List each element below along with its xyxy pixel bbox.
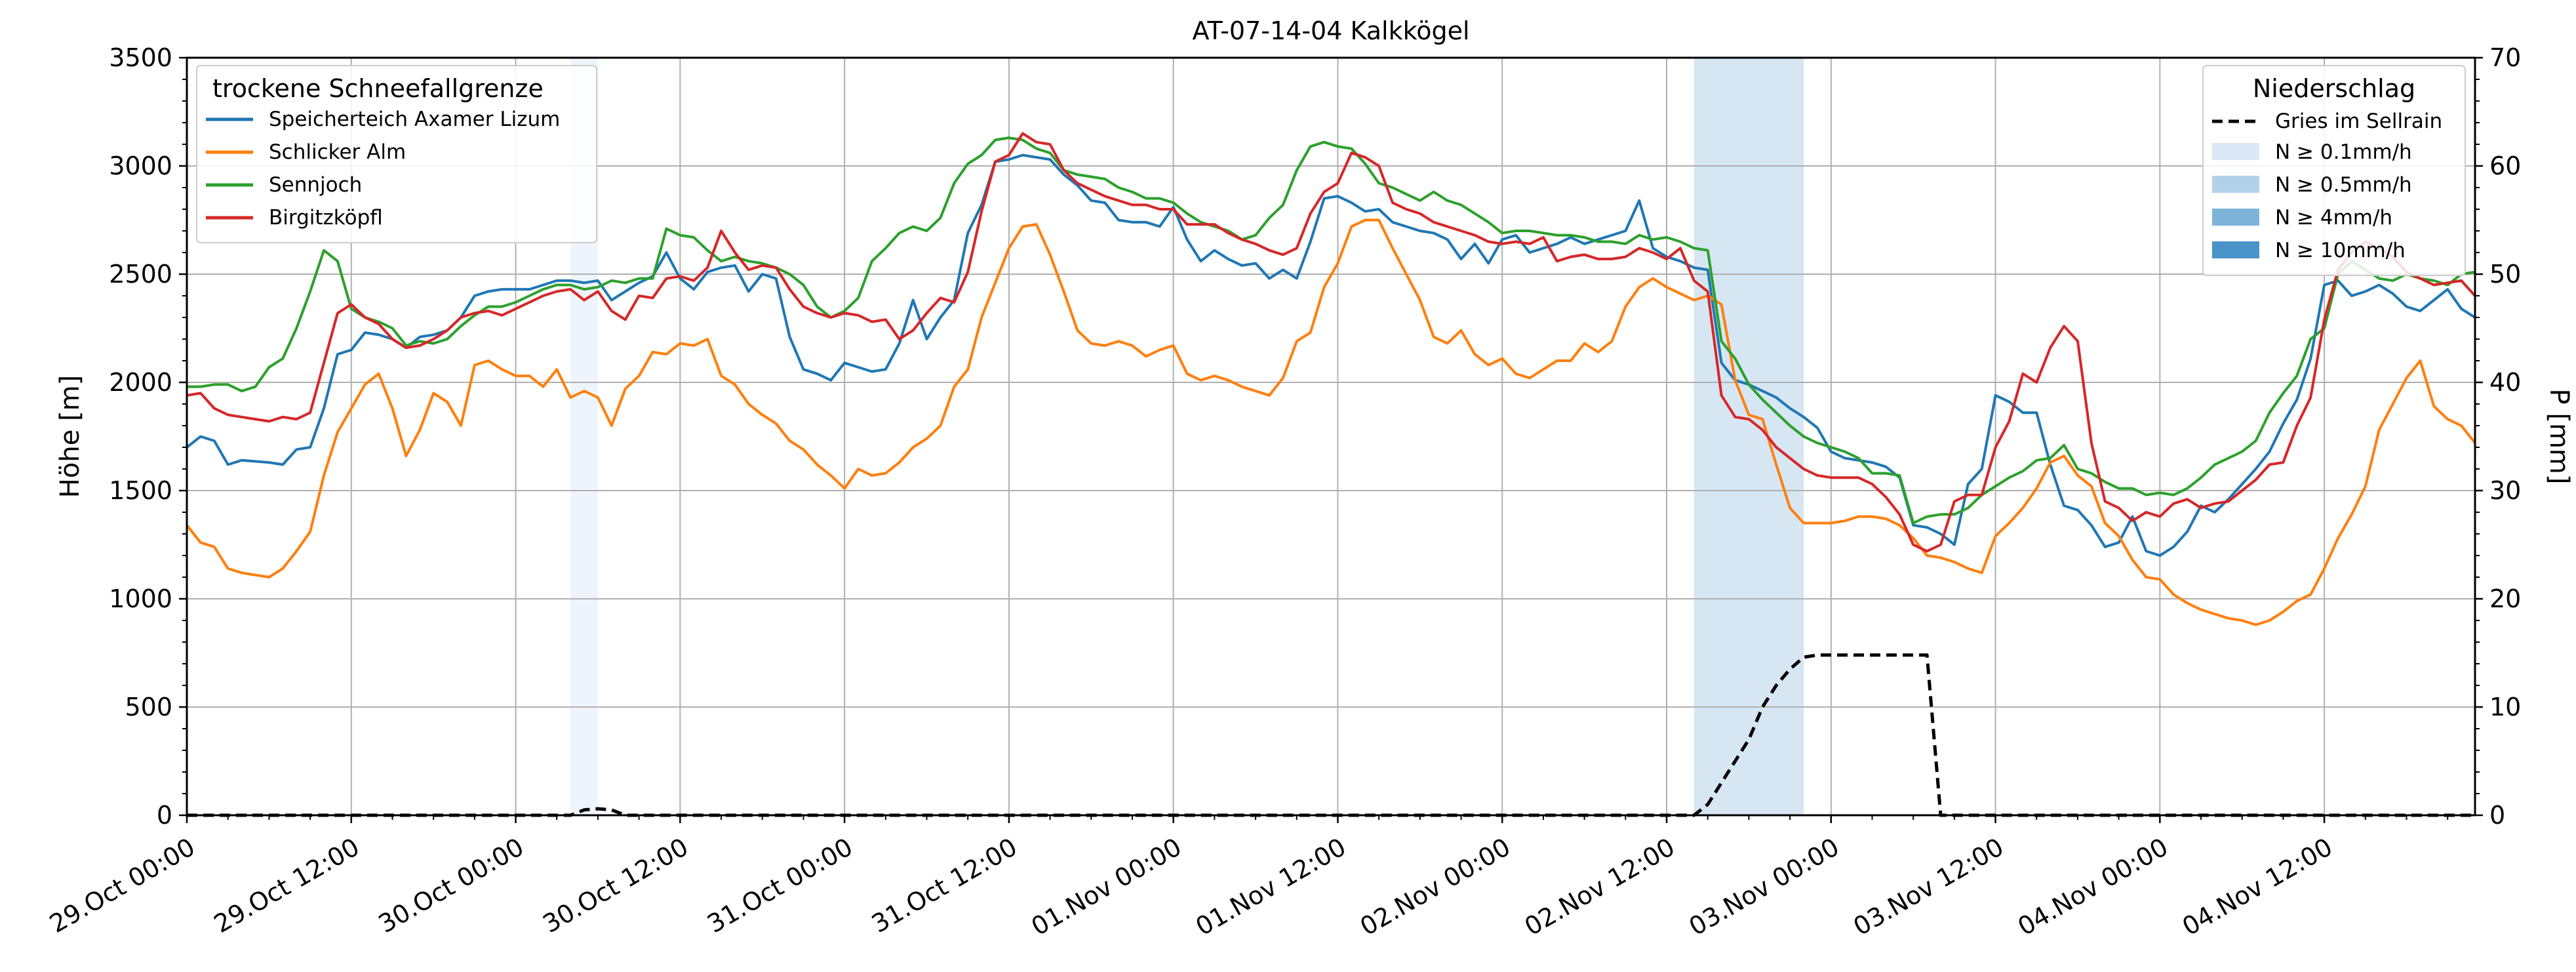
y2-tick-label-3: 30 <box>2489 476 2521 505</box>
y-tick-label-5: 2500 <box>109 260 172 289</box>
y2-tick-label-6: 60 <box>2489 152 2521 180</box>
y-axis-label: Höhe [m] <box>55 375 85 498</box>
legend-precipitation-line-label: Gries im Sellrain <box>2275 110 2442 133</box>
y2-tick-label-4: 40 <box>2489 368 2521 397</box>
series-line-3 <box>186 132 2476 553</box>
legend-band-label-3: N ≥ 10mm/h <box>2275 239 2406 262</box>
series-lines <box>186 132 2476 817</box>
legend-band-swatch-3 <box>2212 241 2259 258</box>
y-tick-label-1: 500 <box>125 693 172 721</box>
y-tick-label-7: 3500 <box>109 43 172 72</box>
chart-title: AT-07-14-04 Kalkkögel <box>1192 16 1469 45</box>
legend-snow-label-3: Birgitzköpfl <box>269 206 383 230</box>
legend-snow-label-0: Speicherteich Axamer Lizum <box>269 108 560 131</box>
legend-precipitation: Niederschlag Gries im Sellrain N ≥ 0.1mm… <box>2202 65 2466 276</box>
legend-precipitation-bands: N ≥ 0.1mm/h N ≥ 0.5mm/h N ≥ 4mm/h N ≥ 10mm/… <box>2212 140 2412 262</box>
legend-precipitation-title: Niederschlag <box>2253 74 2415 103</box>
legend-band-label-2: N ≥ 4mm/h <box>2275 206 2392 230</box>
y2-tick-label-7: 70 <box>2489 43 2521 72</box>
legend-band-label-1: N ≥ 0.5mm/h <box>2275 173 2412 197</box>
series-line-2 <box>187 136 2476 525</box>
y-tick-label-0: 0 <box>157 801 172 830</box>
legend-snow-label-2: Sennjoch <box>269 173 362 197</box>
legend-snow-label-1: Schlicker Alm <box>269 140 406 164</box>
series-line-0 <box>186 153 2476 557</box>
plot-frame <box>186 56 2476 817</box>
legend-snow-title: trockene Schneefallgrenze <box>212 74 544 103</box>
legend-snow-items: Speicherteich Axamer Lizum Schlicker Alm S… <box>206 108 560 230</box>
series-line-1 <box>186 218 2476 626</box>
y-tick-label-2: 1000 <box>109 584 172 613</box>
precip-band-1 <box>1694 58 1804 815</box>
legend-band-swatch-1 <box>2212 176 2259 193</box>
y2-tick-label-5: 50 <box>2489 260 2521 289</box>
legend-precipitation-box <box>2202 65 2466 276</box>
legend-band-label-0: N ≥ 0.1mm/h <box>2275 140 2412 164</box>
y-tick-label-6: 3000 <box>109 152 172 180</box>
legend-snow: trockene Schneefallgrenze Speicherteich … <box>196 65 597 243</box>
legend-snow-box <box>196 65 597 243</box>
legend-band-swatch-0 <box>2212 143 2259 160</box>
y-tick-label-3: 1500 <box>109 476 172 505</box>
y2-tick-label-2: 20 <box>2489 584 2521 613</box>
y-tick-label-4: 2000 <box>109 368 172 397</box>
legend-band-swatch-2 <box>2212 209 2259 226</box>
y2-tick-label-0: 0 <box>2489 801 2505 830</box>
series-line-4 <box>187 653 2475 817</box>
y2-tick-label-1: 10 <box>2489 693 2521 721</box>
y2-axis-label: P [mm] <box>2544 389 2574 485</box>
